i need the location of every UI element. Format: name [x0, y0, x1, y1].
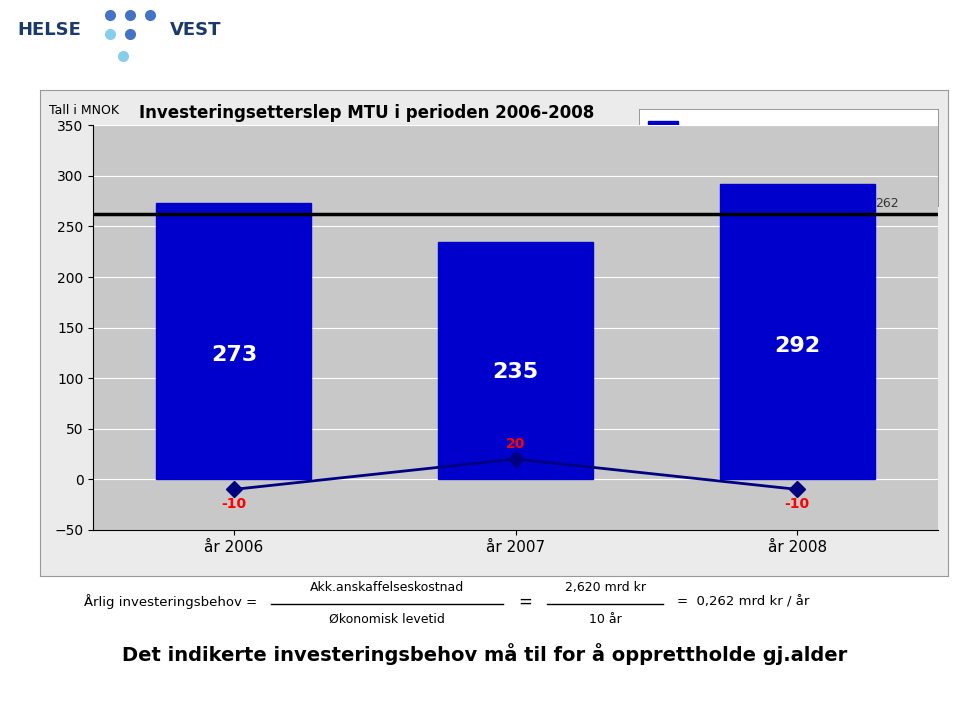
Text: 10 år: 10 år — [588, 613, 622, 626]
Text: -10: -10 — [222, 498, 247, 511]
Text: 20: 20 — [506, 437, 525, 451]
Text: Medisinsk Teknisk Forening Symposium 2009: Medisinsk Teknisk Forening Symposium 200… — [316, 686, 740, 705]
Text: VEST: VEST — [170, 21, 222, 39]
Text: 273: 273 — [211, 345, 257, 365]
Text: 262: 262 — [876, 197, 900, 211]
Text: 292: 292 — [774, 337, 820, 357]
Text: =: = — [518, 593, 532, 611]
Text: Inv.budsjett, drift og gavemidler: Inv.budsjett, drift og gavemidler — [690, 125, 858, 135]
Text: HELSE: HELSE — [17, 21, 81, 39]
Text: Det indikerte investeringsbehov må til for å opprettholde gj.alder: Det indikerte investeringsbehov må til f… — [122, 643, 848, 664]
Text: -10: -10 — [784, 498, 809, 511]
Bar — [648, 121, 678, 140]
Text: Bergen
7.sept 2009: Bergen 7.sept 2009 — [849, 22, 931, 53]
Text: 2,620 mrd kr: 2,620 mrd kr — [564, 581, 646, 594]
Bar — [156, 203, 311, 479]
Text: 235: 235 — [492, 362, 539, 382]
Text: Investeringsetterslep MTU i perioden 2006-2008: Investeringsetterslep MTU i perioden 200… — [139, 104, 594, 122]
Text: Norwegian Society for Biomedical Engineering: Norwegian Society for Biomedical Enginee… — [168, 701, 410, 710]
Text: Tall i MNOK: Tall i MNOK — [49, 104, 119, 117]
Text: Årlig investeringsbehov: Årlig investeringsbehov — [690, 152, 813, 164]
Text: Økonomisk levetid: Økonomisk levetid — [328, 613, 444, 626]
Text: Årlig investeringsbehov =: Årlig investeringsbehov = — [84, 594, 257, 609]
Text: Investeringer: Investeringer — [287, 23, 519, 52]
Text: MEDISINSK TEKNISK FORENING: MEDISINSK TEKNISK FORENING — [168, 685, 377, 698]
Bar — [438, 241, 593, 479]
Bar — [720, 184, 875, 479]
Text: =  0,262 mrd kr / år: = 0,262 mrd kr / år — [677, 596, 809, 609]
Text: Akk.anskaffelseskostnad: Akk.anskaffelseskostnad — [309, 581, 464, 594]
Text: Akkumulert etterslep: Akkumulert etterslep — [690, 180, 801, 190]
